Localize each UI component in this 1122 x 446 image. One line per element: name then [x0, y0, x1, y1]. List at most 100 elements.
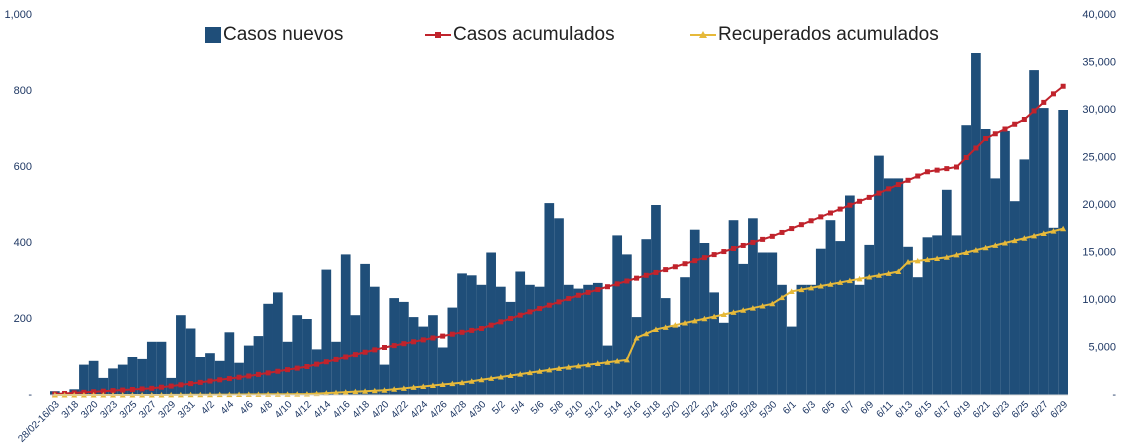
marker [1031, 108, 1037, 114]
marker [924, 169, 930, 175]
bar [379, 364, 390, 395]
bar [806, 284, 816, 395]
x-tick-label: 4/18 [351, 399, 373, 421]
x-tick-label: 6/17 [932, 399, 954, 421]
legend-marker [699, 31, 707, 38]
marker [265, 370, 271, 376]
marker [701, 255, 707, 261]
x-tick-label: 6/3 [800, 399, 818, 417]
x-tick-label: 3/29 [157, 399, 179, 421]
marker [817, 283, 824, 289]
bar [563, 284, 574, 395]
marker [798, 222, 804, 228]
y2-tick-label: 5,000 [1088, 341, 1116, 353]
bar [1038, 108, 1049, 395]
marker [973, 145, 979, 151]
bar [447, 307, 458, 395]
marker [556, 299, 562, 305]
marker [139, 386, 145, 392]
marker [604, 359, 611, 365]
bar [757, 252, 768, 395]
marker [905, 177, 911, 183]
bar [903, 246, 913, 395]
marker [149, 385, 155, 391]
marker [391, 386, 398, 392]
bar [544, 203, 555, 395]
bar [980, 129, 991, 395]
marker [216, 391, 223, 398]
y-tick-label: 800 [14, 85, 32, 97]
x-tick-label: 5/22 [680, 399, 702, 421]
bar [1029, 70, 1039, 395]
marker [449, 331, 455, 337]
marker [343, 354, 349, 360]
marker [217, 377, 223, 383]
bar [534, 286, 545, 395]
marker [362, 388, 369, 394]
marker [439, 381, 446, 388]
bar [738, 263, 749, 395]
bar [912, 277, 923, 395]
marker [381, 387, 388, 393]
marker [517, 371, 524, 377]
marker [954, 164, 960, 170]
x-tick-label: 3/27 [137, 399, 159, 421]
x-tick-label: 5/10 [564, 399, 586, 421]
bar [253, 336, 264, 395]
bar [689, 229, 700, 395]
marker [875, 272, 882, 278]
marker [682, 320, 689, 326]
marker [188, 381, 194, 387]
y-tick-label: 400 [14, 237, 32, 249]
marker [759, 302, 766, 309]
bar [331, 341, 341, 395]
bar [321, 269, 332, 395]
bar [272, 292, 283, 395]
marker [808, 218, 814, 224]
marker [478, 376, 485, 383]
marker [934, 167, 940, 173]
marker [411, 339, 417, 345]
x-tick-label: 5/16 [622, 399, 644, 421]
x-tick-label: 5/26 [719, 399, 741, 421]
bar [437, 347, 448, 395]
marker [585, 361, 592, 368]
legend: Casos nuevos Casos acumulados Recuperados … [205, 24, 939, 45]
marker [323, 390, 330, 396]
marker [478, 326, 484, 331]
marker [711, 252, 717, 258]
y2-tick-label: 35,000 [1082, 56, 1116, 68]
marker [236, 391, 243, 398]
marker [924, 256, 931, 263]
x-tick-label: 3/25 [118, 399, 140, 421]
x-tick-label: 5/14 [603, 399, 625, 421]
bar [777, 284, 787, 395]
marker [197, 379, 203, 385]
bar [651, 205, 661, 395]
x-tick-label: 6/21 [971, 399, 993, 421]
bar [971, 53, 981, 395]
marker [915, 173, 921, 179]
marker [245, 391, 252, 397]
marker [526, 369, 533, 376]
marker [886, 186, 892, 192]
x-tick-label: 4/30 [467, 399, 489, 421]
marker [459, 329, 465, 335]
marker [769, 300, 776, 307]
bar [767, 252, 778, 395]
bar [263, 303, 273, 395]
marker [285, 367, 291, 373]
marker [992, 131, 998, 137]
legend-swatch [205, 27, 221, 43]
marker [623, 356, 630, 363]
marker [701, 315, 708, 322]
x-tick-label: 6/19 [952, 399, 974, 421]
marker [517, 312, 523, 318]
marker [507, 372, 514, 379]
marker [546, 302, 552, 308]
marker [566, 296, 572, 302]
bar [622, 254, 632, 395]
x-tick-label: 4/22 [389, 399, 411, 421]
marker [594, 360, 601, 366]
marker [837, 206, 843, 212]
